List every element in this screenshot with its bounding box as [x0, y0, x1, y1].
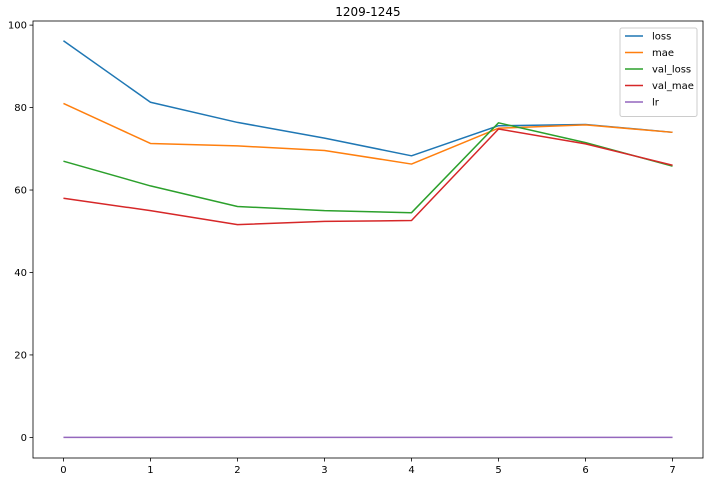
series-line-loss — [63, 40, 673, 157]
series-line-mae — [63, 102, 673, 165]
y-tick-label: 0 — [21, 433, 27, 444]
y-tick-label: 80 — [14, 103, 27, 114]
y-tick-label: 100 — [8, 21, 27, 32]
plot-area-frame — [32, 20, 704, 459]
x-tick-label: 1 — [147, 465, 153, 476]
series-line-val_mae — [63, 128, 673, 226]
y-tick-label: 20 — [14, 350, 27, 361]
x-tick-label: 7 — [669, 465, 675, 476]
x-tick-label: 6 — [582, 465, 588, 476]
legend-label-lr: lr — [652, 98, 660, 109]
chart-title: 1209-1245 — [335, 5, 400, 19]
legend-box — [619, 27, 698, 117]
x-axis: 0 1 2 3 4 5 6 7 — [60, 458, 676, 476]
x-tick-label: 4 — [408, 465, 414, 476]
x-tick-label: 3 — [321, 465, 327, 476]
series-line-val_loss — [63, 122, 673, 214]
x-tick-label: 2 — [234, 465, 240, 476]
y-axis: 0 20 40 60 80 100 — [8, 21, 33, 444]
series-layer — [63, 40, 673, 439]
legend-label-mae: mae — [652, 48, 674, 59]
x-tick-label: 5 — [495, 465, 501, 476]
legend-label-val_mae: val_mae — [652, 81, 694, 92]
y-tick-label: 60 — [14, 186, 27, 197]
legend-label-loss: loss — [652, 32, 671, 43]
y-tick-label: 40 — [14, 268, 27, 279]
legend-label-val_loss: val_loss — [652, 65, 691, 76]
x-tick-label: 0 — [60, 465, 66, 476]
